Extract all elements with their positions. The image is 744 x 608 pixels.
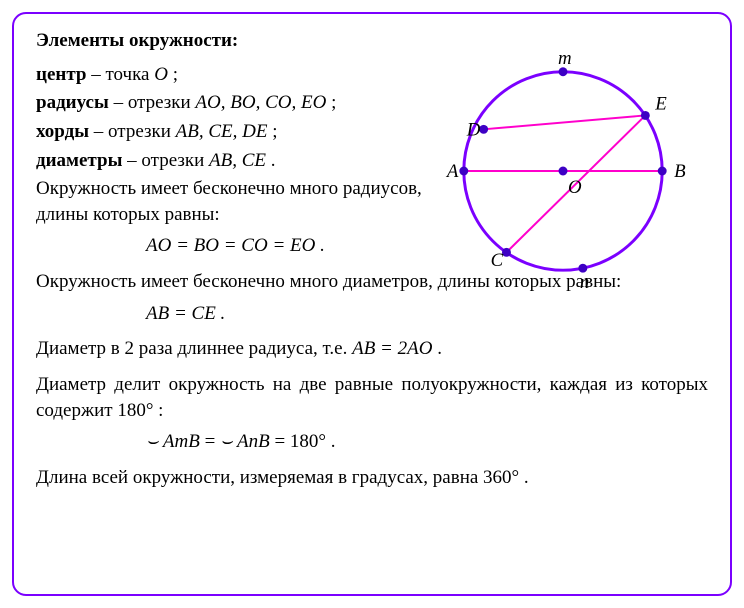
circle-diagram: A B Om n E C D bbox=[418, 44, 708, 292]
line-diameters: диаметры – отрезки AB, CE . bbox=[36, 148, 436, 174]
line-chords: хорды – отрезки AB, CE, DE ; bbox=[36, 119, 436, 145]
label-diameters: диаметры bbox=[36, 150, 122, 171]
svg-text:n: n bbox=[580, 272, 589, 292]
text-column: центр – точка O ; радиусы – отрезки AO, … bbox=[36, 62, 436, 228]
line-diam-split: Диаметр делит окружность на две равные п… bbox=[36, 372, 708, 423]
content-frame: Элементы окружности: центр – точка O ; р… bbox=[12, 12, 732, 596]
label-center: центр bbox=[36, 64, 86, 85]
eq-diam: AB = CE . bbox=[36, 301, 708, 327]
svg-text:A: A bbox=[445, 161, 459, 182]
svg-text:B: B bbox=[674, 161, 686, 182]
line-radii: радиусы – отрезки AO, BO, CO, EO ; bbox=[36, 90, 436, 116]
line-center: центр – точка O ; bbox=[36, 62, 436, 88]
svg-text:E: E bbox=[654, 93, 667, 114]
eq-arcs: ⌣ AmB = ⌣ AnB = 180° . bbox=[36, 429, 708, 455]
line-full-circle: Длина всей окружности, измеряемая в град… bbox=[36, 465, 708, 491]
svg-text:D: D bbox=[466, 119, 481, 140]
label-chords: хорды bbox=[36, 121, 89, 142]
line-diam-twice: Диаметр в 2 раза длиннее радиуса, т.е. A… bbox=[36, 336, 708, 362]
svg-text:C: C bbox=[491, 250, 504, 271]
svg-text:m: m bbox=[558, 48, 572, 69]
label-radii: радиусы bbox=[36, 92, 109, 113]
svg-text:O: O bbox=[568, 177, 582, 198]
line-inf-radii: Окружность имеет бесконечно много радиус… bbox=[36, 176, 436, 227]
